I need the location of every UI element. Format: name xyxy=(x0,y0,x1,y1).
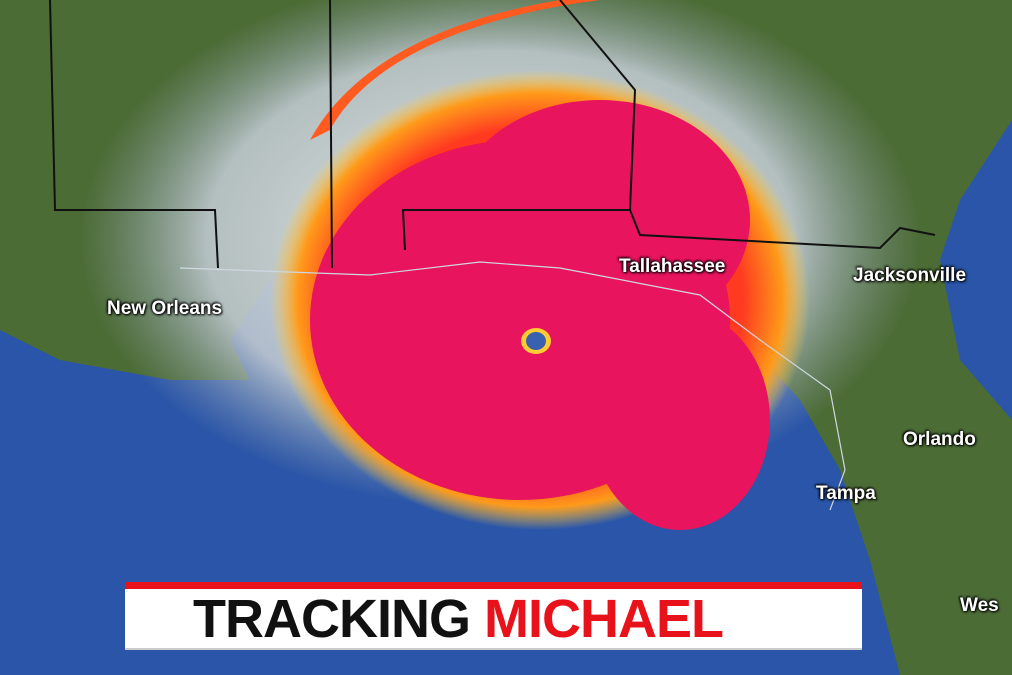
city-label-new-orleans: New Orleans xyxy=(107,298,223,319)
state-borders xyxy=(49,0,936,269)
title-banner: TRACKING MICHAEL xyxy=(125,582,862,652)
hurricane-eye xyxy=(526,332,546,350)
city-label-jacksonville: Jacksonville xyxy=(853,265,967,286)
city-label-west: Wes xyxy=(960,595,999,616)
storm-core-south xyxy=(590,310,770,530)
coastline xyxy=(179,261,846,511)
city-label-tampa: Tampa xyxy=(816,483,876,504)
outer-band xyxy=(310,0,600,140)
city-label-tallahassee: Tallahassee xyxy=(619,256,726,277)
city-label-orlando: Orlando xyxy=(903,429,976,450)
banner-word-tracking: TRACKING xyxy=(193,589,471,649)
storm-core-north xyxy=(450,100,750,340)
banner-word-michael: MICHAEL xyxy=(484,589,724,649)
banner-red-stripe xyxy=(125,582,862,589)
banner-title: TRACKING MICHAEL xyxy=(125,589,862,650)
